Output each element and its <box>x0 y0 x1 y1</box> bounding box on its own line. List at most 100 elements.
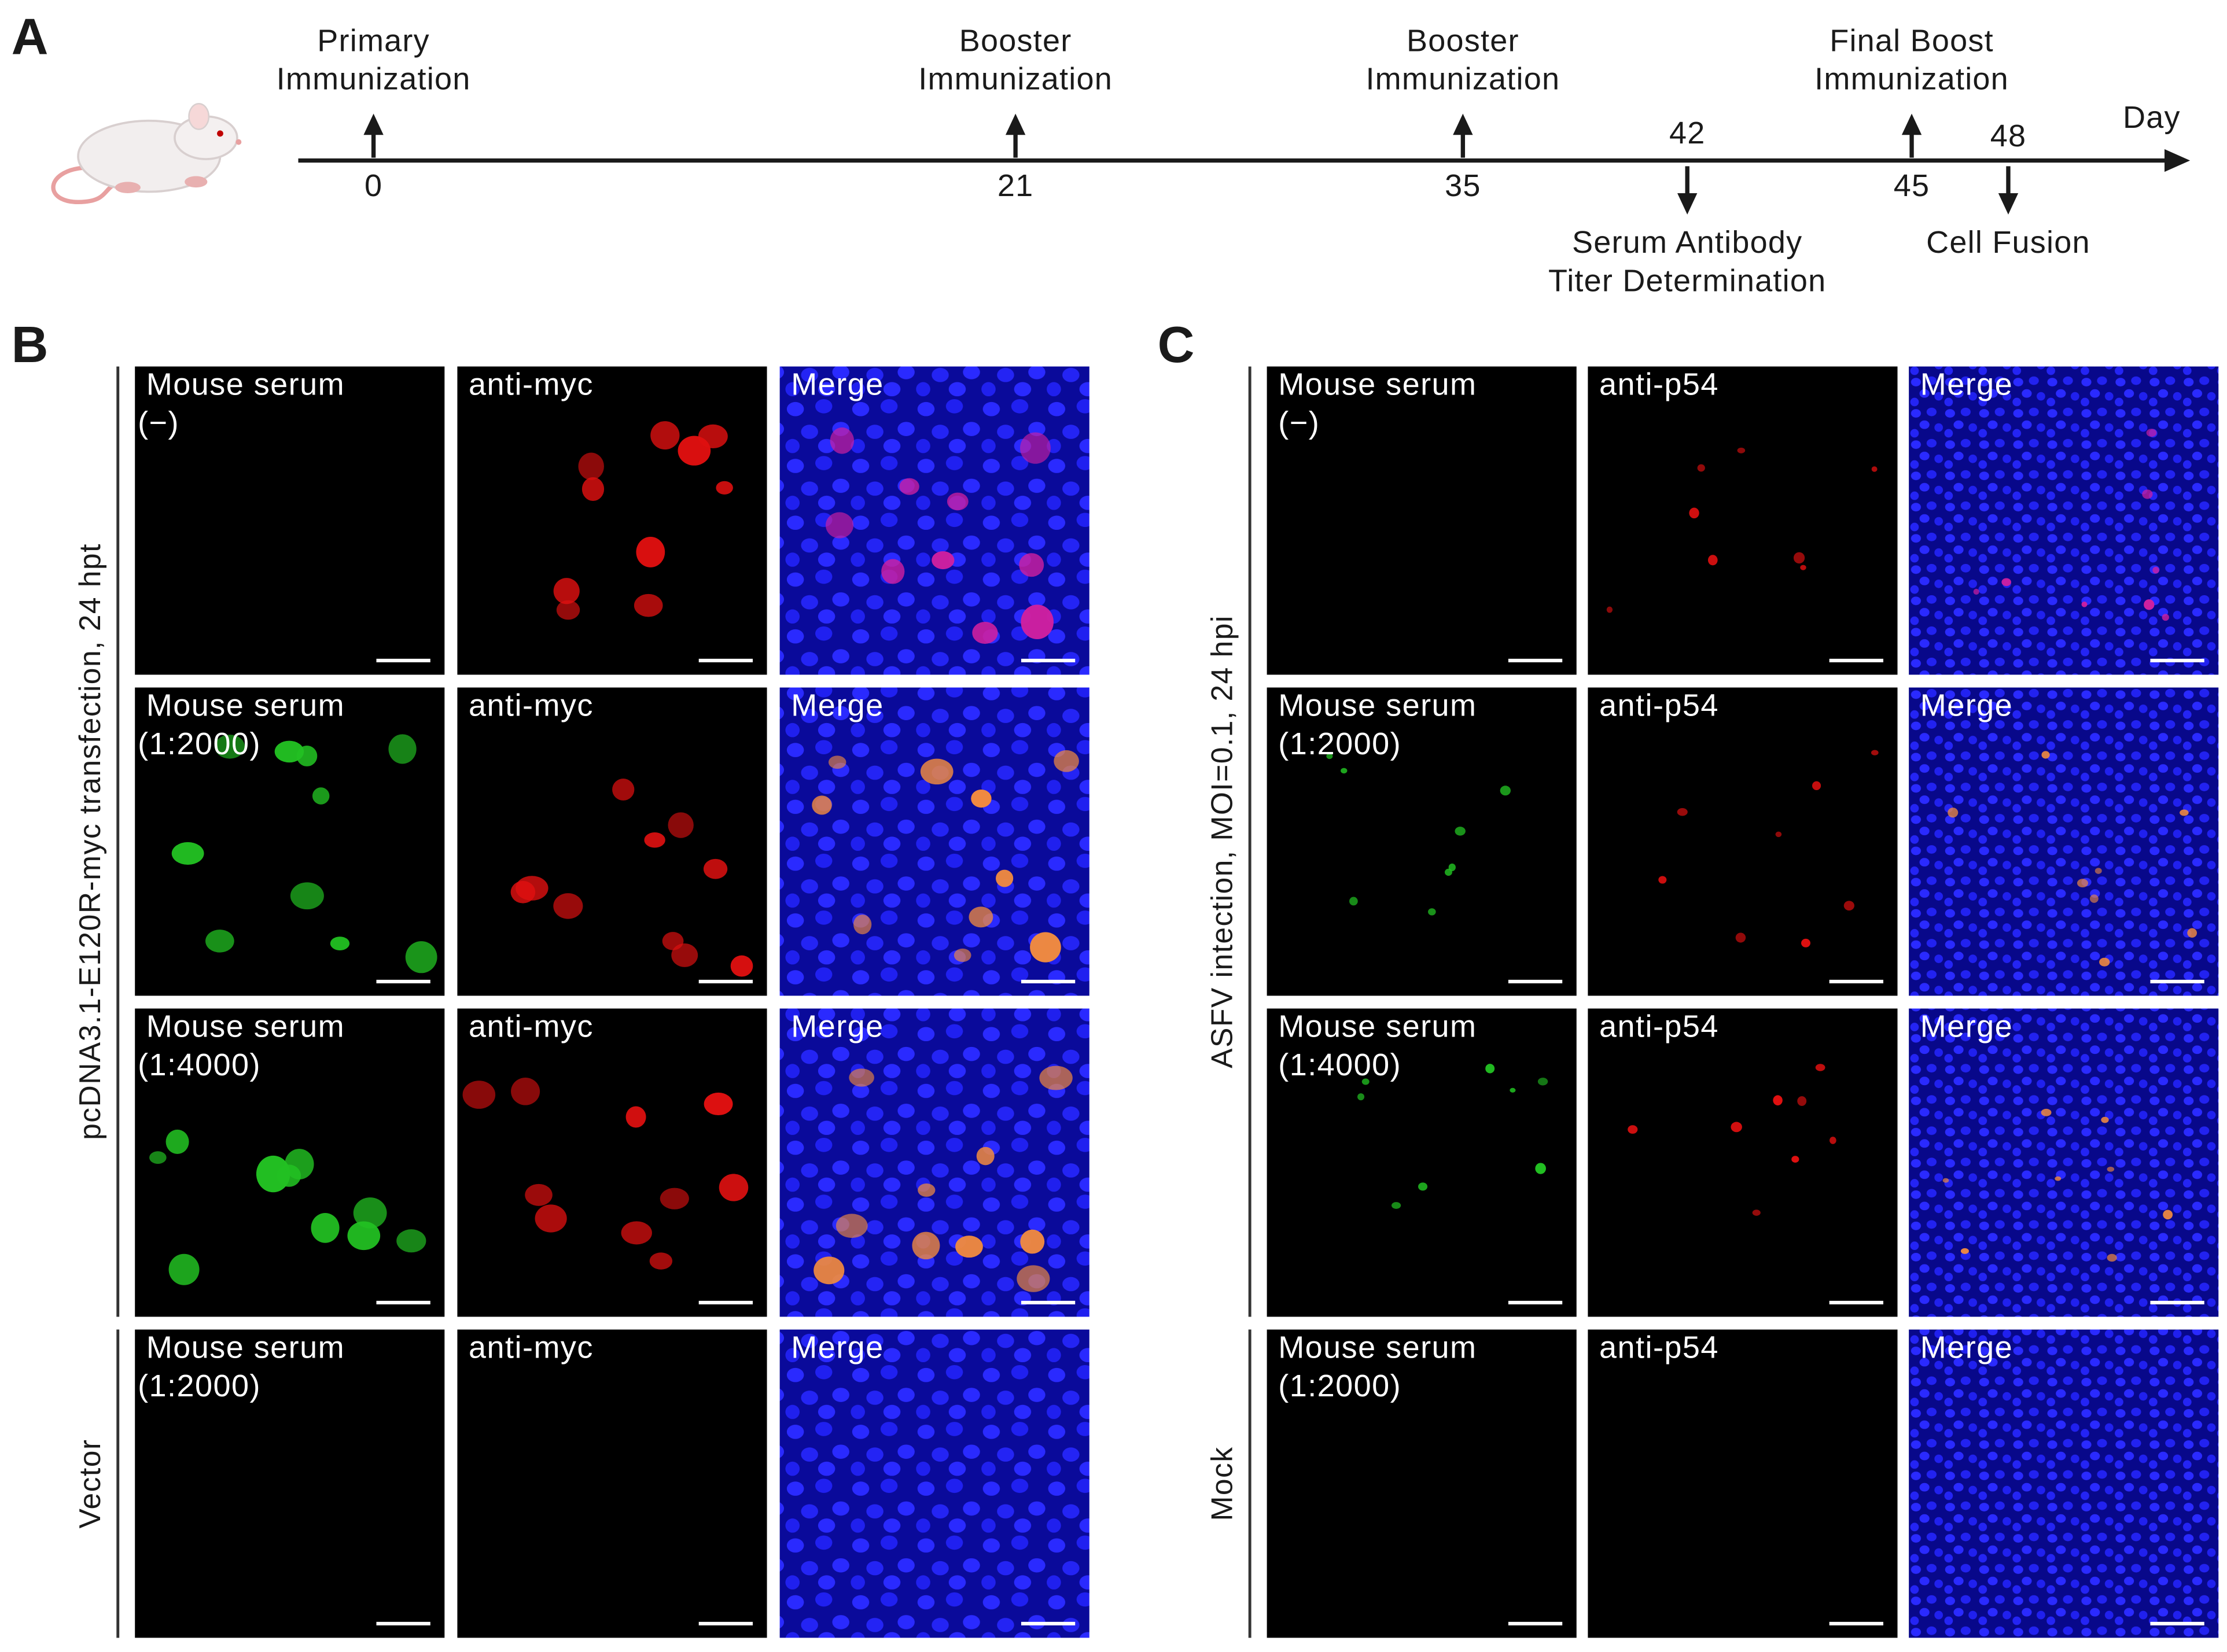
fluorescent-cell <box>578 452 604 480</box>
fluorescent-cell <box>636 536 665 567</box>
fluorescent-cell <box>828 755 846 769</box>
fluorescent-cell <box>1801 938 1810 947</box>
fluorescent-cell <box>730 955 753 977</box>
fluorescent-cell <box>2146 429 2157 437</box>
fluorescent-cell <box>1773 1095 1783 1106</box>
fluorescent-cell <box>1697 464 1705 472</box>
fluorescent-cell <box>972 622 998 644</box>
fluorescent-cell <box>849 1068 874 1087</box>
fluorescent-cell <box>1800 565 1806 570</box>
fluorescent-cell <box>1020 432 1051 464</box>
fluorescent-cell <box>947 492 969 511</box>
fluorescent-cell <box>2001 578 2011 587</box>
fluorescent-cell <box>1737 447 1746 453</box>
event-label: Immunization <box>1814 62 2009 97</box>
day-label: 21 <box>997 168 1034 203</box>
fluorescent-cell <box>1942 1178 1949 1183</box>
fluorescent-cell <box>1428 908 1436 916</box>
cell-label: Merge <box>791 688 884 723</box>
fluorescent-cell <box>2142 489 2153 499</box>
micrograph <box>135 1329 445 1638</box>
fluorescent-cell <box>171 842 204 865</box>
fluorescent-cell <box>205 930 234 953</box>
fluorescent-cell <box>1731 1122 1742 1133</box>
fluorescent-cell <box>525 1183 553 1206</box>
fluorescent-cell <box>1017 1265 1050 1292</box>
fluorescent-cell <box>814 1256 845 1285</box>
fluorescent-cell <box>2041 1108 2052 1116</box>
cell-label: Merge <box>1920 1009 2013 1044</box>
event-label: Final Boost <box>1830 23 1994 58</box>
day-label: 48 <box>1990 119 2027 153</box>
fluorescent-cell <box>704 1092 733 1116</box>
panel-c: C ASFV intection, MOI=0.1, 24 hpi Mouse se… <box>1158 316 2219 1638</box>
fluorescent-cell <box>1775 831 1782 838</box>
fluorescent-cell <box>1021 604 1054 640</box>
micrograph <box>1588 1329 1898 1638</box>
fluorescent-cell <box>1326 753 1333 759</box>
fluorescent-cell <box>2081 602 2088 607</box>
fluorescent-cell <box>899 478 919 495</box>
micrograph <box>1909 1329 2219 1638</box>
fluorescent-cell <box>2144 599 2155 610</box>
micrograph <box>1267 1008 1577 1317</box>
fluorescent-cell <box>625 1106 646 1128</box>
fluorescent-cell <box>1812 781 1821 791</box>
fluorescent-cell <box>881 559 905 584</box>
cell-label: anti-myc <box>469 367 594 402</box>
cell-label: Mouse serum <box>146 367 345 402</box>
fluorescent-cell <box>2187 928 2197 938</box>
cell-label: anti-myc <box>469 1009 594 1044</box>
fluorescent-cell <box>510 880 536 904</box>
fluorescent-cell <box>1658 876 1667 884</box>
fluorescent-cell <box>920 758 954 785</box>
fluorescent-cell <box>1537 1078 1548 1086</box>
cell-label: (1:2000) <box>1278 727 1401 761</box>
day-label: 35 <box>1445 168 1481 203</box>
fluorescent-cell <box>1455 827 1466 836</box>
micrograph <box>135 366 445 675</box>
fluorescent-cell <box>1735 932 1746 943</box>
fluorescent-cell <box>285 1149 314 1180</box>
fluorescent-cell <box>1791 1156 1799 1163</box>
fluorescent-cell <box>812 795 832 815</box>
fluorescent-cell <box>671 943 698 967</box>
fluorescent-cell <box>825 512 854 539</box>
micrograph <box>1588 687 1898 996</box>
fluorescent-cell <box>955 1236 983 1258</box>
cell-label: Mouse serum <box>146 1009 345 1044</box>
fluorescent-cell <box>2162 614 2169 621</box>
fluorescent-cell <box>2152 566 2159 574</box>
fluorescent-cell <box>1871 750 1879 755</box>
fluorescent-cell <box>1361 1078 1370 1085</box>
cell-label: (1:2000) <box>1278 1369 1401 1403</box>
fluorescent-cell <box>1830 1137 1836 1144</box>
fluorescent-cell <box>1793 552 1805 564</box>
fluorescent-cell <box>165 1129 189 1155</box>
event-label: Booster <box>1407 23 1519 58</box>
micrograph <box>1909 687 2219 996</box>
cell-label: Mouse serum <box>1278 1009 1477 1044</box>
micrograph <box>1909 1008 2219 1317</box>
cell-label: (−) <box>138 405 179 440</box>
cell-label: Mouse serum <box>146 1330 345 1365</box>
micrograph <box>457 366 767 675</box>
fluorescent-cell <box>1418 1182 1428 1191</box>
fluorescent-cell <box>1960 1248 1969 1254</box>
group-label: Vector <box>73 1439 106 1528</box>
fluorescent-cell <box>311 1212 340 1243</box>
fluorescent-cell <box>2163 1210 2173 1220</box>
fluorescent-cell <box>1535 1163 1546 1174</box>
fluorescent-cell <box>835 1214 868 1238</box>
axis-label: Day <box>2123 100 2181 135</box>
fluorescent-cell <box>462 1081 496 1109</box>
fluorescent-cell <box>612 779 635 801</box>
arrowhead <box>1677 193 1698 215</box>
fluorescent-cell <box>912 1231 940 1260</box>
event-label: Cell Fusion <box>1926 225 2090 260</box>
fluorescent-cell <box>2107 1167 2115 1172</box>
fluorescent-cell <box>719 1174 749 1201</box>
fluorescent-cell <box>1357 1093 1365 1101</box>
